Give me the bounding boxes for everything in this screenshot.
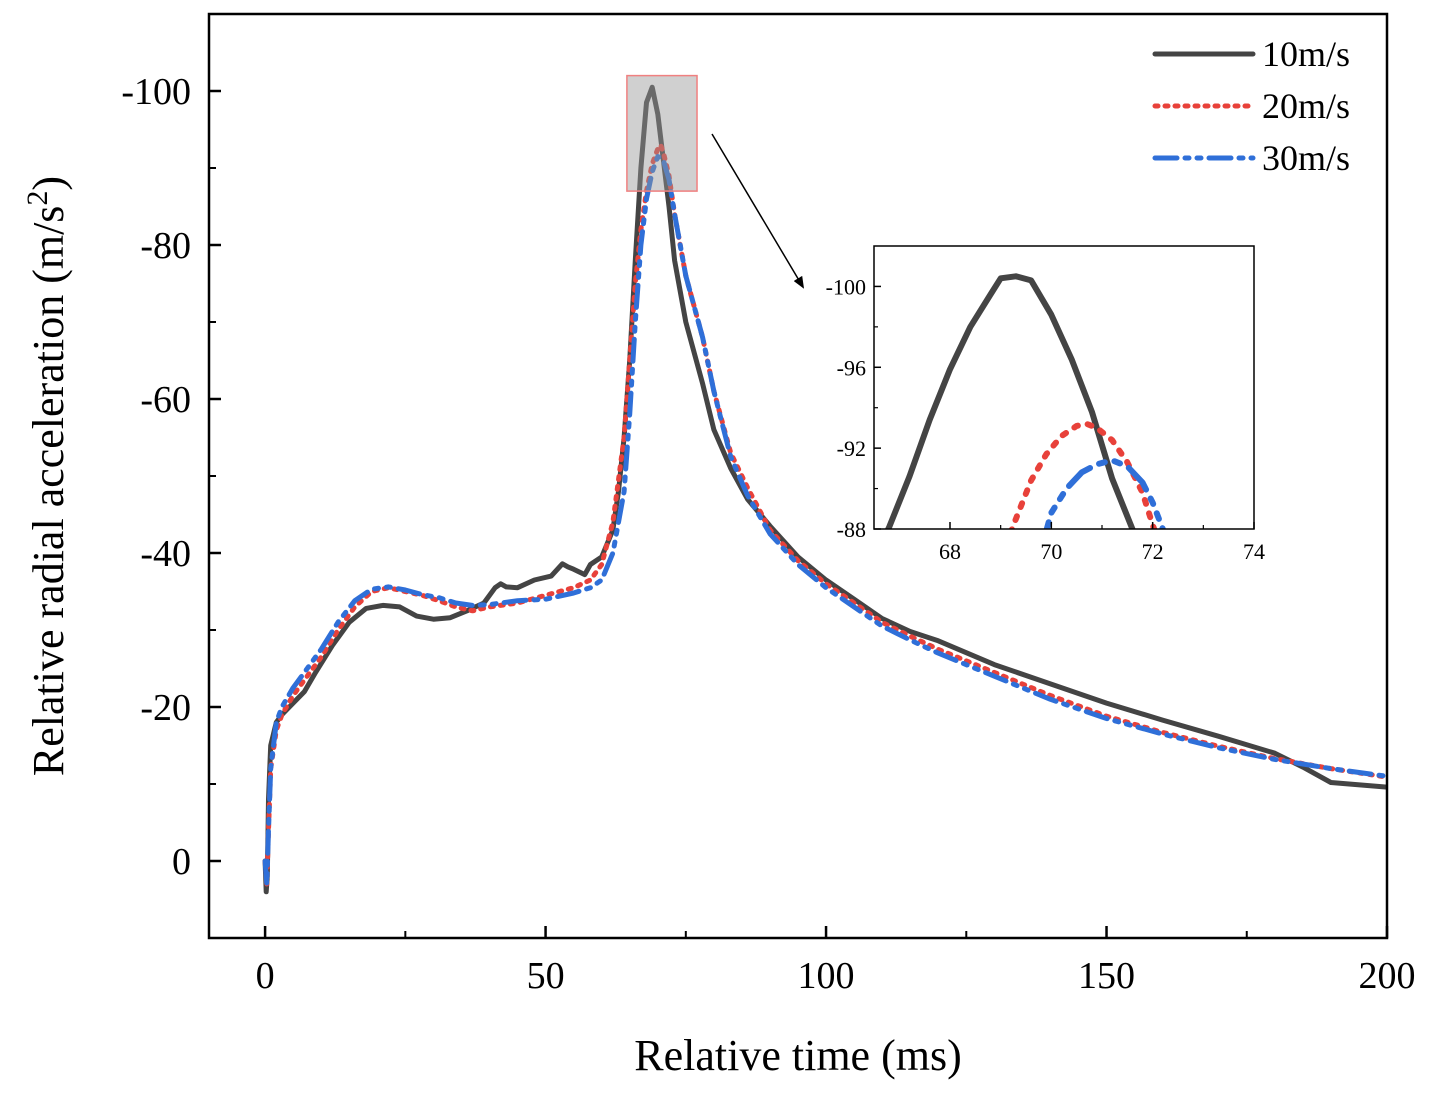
inset-frame: [873, 245, 1255, 530]
legend-label-30m/s: 30m/s: [1262, 138, 1350, 178]
inset-x-tick-label: 70: [1040, 539, 1062, 564]
y-tick-label: 0: [172, 841, 191, 883]
y-axis-title-superscript: 2: [21, 191, 54, 206]
x-tick-label: 100: [798, 955, 855, 997]
y-tick-label: -100: [121, 71, 191, 113]
y-axis-title-close: ): [24, 176, 73, 191]
inset-series-line-30m/s: [1043, 457, 1166, 529]
y-tick-label: -60: [140, 379, 191, 421]
inset-series-line-20m/s: [1008, 420, 1158, 529]
zoom-arrow: [711, 133, 805, 289]
series-line-20m/s: [262, 142, 1387, 887]
y-axis-title-main: Relative radial acceleration (m/s: [24, 206, 73, 777]
inset-x-tick-label: 68: [939, 539, 961, 564]
series-group: [262, 84, 1387, 895]
inset-y-tick-label: -96: [837, 355, 866, 380]
zoom-highlight-box: [626, 74, 698, 192]
inset-background: [874, 246, 1254, 529]
inset-plot: 68 70 72 74 -88 -92 -96 -100: [711, 133, 1265, 564]
inset-series-group: [884, 273, 1166, 529]
y-tick-label: -20: [140, 687, 191, 729]
y-axis-title: Relative radial acceleration (m/s2): [21, 176, 73, 776]
main-plot: 0 50 100 150 200 0 -20 -40 -60 -80 -100: [121, 12, 1416, 997]
inset-x-tick-label: 74: [1243, 539, 1265, 564]
inset-y-tick-label: -100: [826, 274, 866, 299]
y-tick-label: -40: [140, 533, 191, 575]
legend-label-10m/s: 10m/s: [1262, 34, 1350, 74]
inset-x-tick-label: 72: [1142, 539, 1164, 564]
legend: 10m/s 20m/s 30m/s: [1152, 34, 1350, 178]
series-line-30m/s: [262, 154, 1387, 887]
inset-series-line-10m/s: [884, 273, 1136, 529]
legend-label-20m/s: 20m/s: [1262, 86, 1350, 126]
x-axis-title: Relative time (ms): [634, 1031, 961, 1080]
y-tick-label: -80: [140, 225, 191, 267]
inset-y-tick-label: -92: [837, 436, 866, 461]
x-tick-label: 50: [527, 955, 565, 997]
x-tick-label: 0: [256, 955, 275, 997]
inset-y-tick-label: -88: [837, 517, 866, 542]
x-tick-label: 150: [1078, 955, 1135, 997]
x-tick-label: 200: [1359, 955, 1416, 997]
